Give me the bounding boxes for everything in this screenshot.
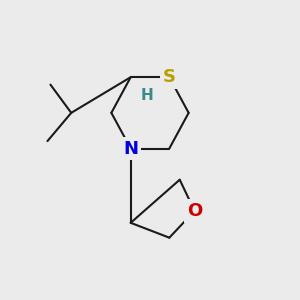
Text: N: N (123, 140, 138, 158)
Text: H: H (141, 88, 153, 103)
Text: S: S (163, 68, 176, 86)
Text: O: O (187, 202, 202, 220)
